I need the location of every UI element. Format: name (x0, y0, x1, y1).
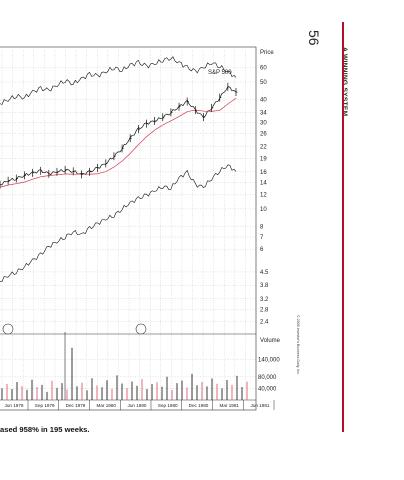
volume-tick-label: 80,000 (258, 375, 277, 381)
date-tick-label: Sep 1979 (35, 403, 55, 408)
price-tick-label: 60 (260, 66, 267, 72)
moving-average-line (0, 97, 237, 188)
price-tick-label: 12 (260, 193, 267, 199)
price-tick-label: 26 (260, 132, 267, 138)
volume-tick-label: 40,000 (258, 386, 277, 392)
sp500-line (0, 56, 237, 105)
price-tick-label: 3.8 (260, 283, 269, 289)
date-tick-label: Jun 1980 (128, 403, 147, 408)
price-tick-label: 34 (260, 110, 267, 116)
date-tick-label: Mar 1980 (97, 403, 117, 408)
chart-grid (0, 50, 257, 400)
price-tick-label: 4.5 (260, 270, 269, 276)
price-tick-label: 2.4 (260, 319, 269, 325)
price-tick-label: 50 (260, 80, 267, 86)
date-tick-label: Jun 1979 (5, 403, 24, 408)
price-tick-label: 2.8 (260, 307, 269, 313)
chart-border (0, 46, 257, 411)
price-axis-label: Price (260, 50, 274, 56)
date-tick-label: Sep 1980 (158, 403, 178, 408)
date-tick-label: Jun 1981 (251, 403, 270, 408)
chart-series (0, 56, 238, 282)
price-tick-label: 8 (260, 225, 264, 231)
event-marker-icon (135, 323, 147, 335)
price-tick-label: 14 (260, 180, 267, 186)
price-line (0, 86, 237, 186)
copyright-notice: © 2008 Investor's Business Daily, Inc. (296, 315, 300, 375)
chart-caption: ased 958% in 195 weeks. (0, 425, 90, 434)
sp500-label: S&P 500 (208, 70, 232, 76)
chart-labels: 60 50 40 34 30 26 22 19 16 14 12 10 8 7 6 4.5 3.8 3.2 2.8 2… (5, 50, 281, 408)
price-tick-label: 19 (260, 156, 267, 162)
price-tick-label: 16 (260, 170, 267, 176)
chart-frame (0, 46, 275, 411)
price-tick-label: 3.2 (260, 297, 269, 303)
volume-bars (1, 347, 248, 400)
page-number: 56 (306, 30, 322, 46)
price-tick-label: 22 (260, 145, 267, 151)
event-marker-icon (2, 323, 14, 335)
price-tick-label: 7 (260, 235, 264, 241)
price-tick-label: 30 (260, 120, 267, 126)
price-tick-label: 10 (260, 207, 267, 213)
relative-strength-line (0, 164, 237, 282)
date-tick-label: Mar 1981 (220, 403, 240, 408)
price-tick-label: 6 (260, 247, 264, 253)
volume-axis-label: Volume (260, 338, 281, 344)
date-tick-label: Dec 1980 (189, 403, 209, 408)
volume-tick-label: 140,000 (258, 357, 280, 363)
price-tick-label: 40 (260, 98, 267, 104)
accent-rule (342, 22, 344, 432)
date-tick-label: Dec 1979 (66, 403, 86, 408)
